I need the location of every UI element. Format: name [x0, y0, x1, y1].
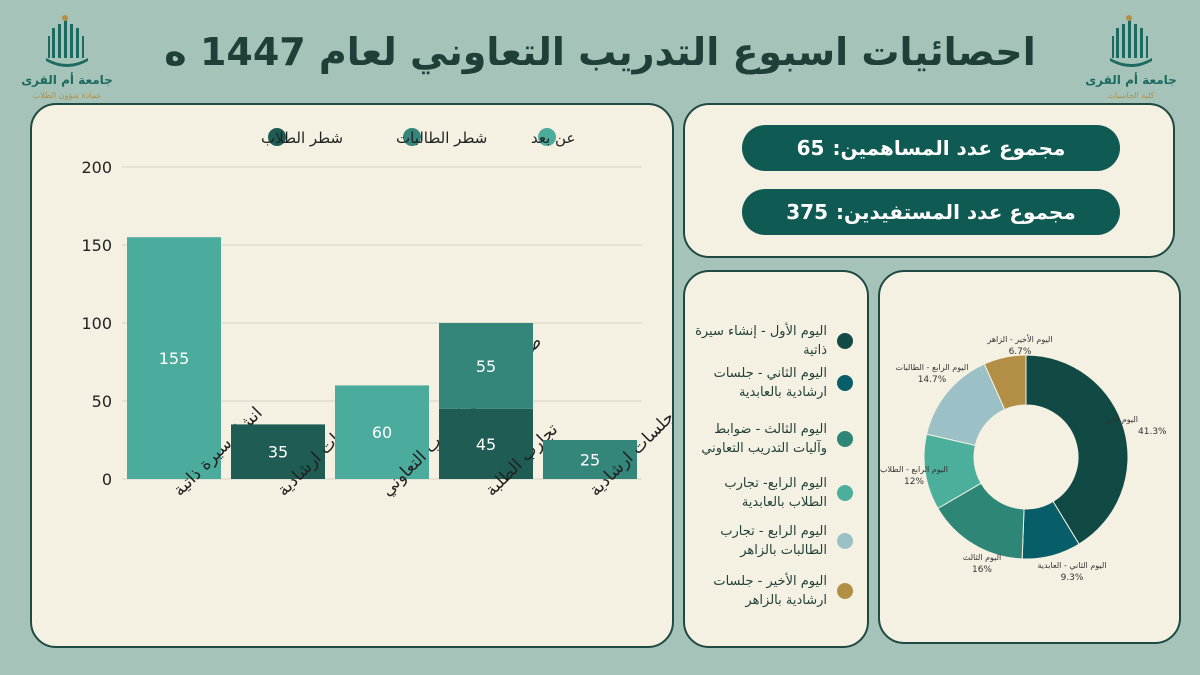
- legend-dot: [837, 375, 853, 391]
- bar-value-label: 55: [476, 357, 496, 376]
- y-tick-label: 50: [92, 392, 112, 411]
- bar: [335, 385, 429, 479]
- donut-slice-percent: 9.3%: [1061, 573, 1084, 583]
- bar-value-label: 60: [372, 423, 392, 442]
- y-tick-label: 100: [81, 314, 112, 333]
- legend-item: اليوم الرابع- تجارب الطلاب بالعابدية: [693, 474, 853, 512]
- donut-chart-panel: اليوم الاول 41.3% اليوم الثاني - العابدية 9…: [878, 270, 1181, 644]
- bar-legend-item: شطر الطالبات: [396, 128, 487, 147]
- bar-value-label: 155: [159, 349, 190, 368]
- bar-legend-swatch: [403, 128, 421, 146]
- bar-legend-label: شطر الطلاب: [261, 129, 343, 147]
- donut-slice-percent: 16%: [972, 565, 992, 575]
- pie-legend-panel: اليوم الأول - إنشاء سيرة ذاتية اليوم الث…: [683, 270, 869, 648]
- bar-chart: عن بعد شطر الطالبات شطر الطلاب 0 50 100 150 200…: [81, 128, 678, 501]
- beneficiaries-value: 375: [786, 200, 829, 224]
- legend-dot: [837, 431, 853, 447]
- legend-label: اليوم الثالث - ضوابط وآليات التدريب التع…: [701, 422, 827, 456]
- y-tick-label: 200: [81, 158, 112, 177]
- beneficiaries-total: مجموع عدد المستفيدين: 375: [742, 189, 1120, 235]
- logo-right-name: جامعة أم القرى: [1085, 72, 1177, 88]
- donut-slice-percent: 14.7%: [918, 375, 947, 385]
- bar-value-label: 35: [268, 443, 288, 462]
- y-tick-label: 150: [81, 236, 112, 255]
- bar: [543, 440, 637, 479]
- legend-dot: [837, 533, 853, 549]
- bar-legend-label: شطر الطالبات: [396, 129, 487, 147]
- university-logo-left: جامعة أم القرى عمادة شؤون الطلاب: [12, 12, 122, 102]
- legend-item: اليوم الثالث - ضوابط وآليات التدريب التع…: [693, 420, 853, 458]
- contributors-total: مجموع عدد المساهمين: 65: [742, 125, 1120, 171]
- donut-slice-percent: 12%: [904, 477, 924, 487]
- legend-item: اليوم الأخير - جلسات ارشادية بالزاهر: [693, 572, 853, 610]
- bar: [439, 408, 533, 479]
- donut-slice-percent: 6.7%: [1009, 347, 1032, 357]
- contributors-value: 65: [796, 136, 825, 160]
- beneficiaries-label: مجموع عدد المستفيدين:: [836, 200, 1076, 224]
- legend-dot: [837, 333, 853, 349]
- bar-legend-label: عن بعد: [531, 129, 575, 147]
- logo-left-sub: عمادة شؤون الطلاب: [33, 91, 102, 100]
- donut-slice: [1025, 354, 1129, 545]
- bar-value-label: 25: [580, 451, 600, 470]
- donut-slice-label: اليوم الثالث: [963, 553, 1002, 562]
- donut-slice-label: اليوم الثاني - العابدية: [1038, 561, 1107, 570]
- donut-slice-label: اليوم الرابع - الطالبات: [896, 363, 969, 372]
- university-logo-right: جامعة أم القرى كلية الحاسبات: [1076, 12, 1186, 102]
- totals-panel: مجموع عدد المساهمين: 65 مجموع عدد المستف…: [683, 103, 1175, 258]
- donut-slice-label: اليوم الاول: [1103, 415, 1138, 424]
- bar-legend-item: شطر الطلاب: [261, 128, 343, 147]
- legend-dot: [837, 485, 853, 501]
- bar: [439, 323, 533, 409]
- legend-item: اليوم الثاني - جلسات ارشادية بالعابدية: [693, 364, 853, 402]
- legend-item: اليوم الرابع - تجارب الطالبات بالزاهر: [693, 522, 853, 560]
- y-tick-label: 0: [102, 470, 112, 489]
- logo-left-name: جامعة أم القرى: [21, 72, 113, 88]
- legend-dot: [837, 583, 853, 599]
- donut-slice-percent: 41.3%: [1138, 427, 1167, 437]
- legend-label: اليوم الرابع- تجارب الطلاب بالعابدية: [724, 476, 827, 510]
- donut-slice: [983, 354, 1027, 411]
- bar-legend-swatch: [268, 128, 286, 146]
- donut-slice-label: اليوم الرابع - الطلاب: [880, 465, 948, 474]
- legend-label: اليوم الأول - إنشاء سيرة ذاتية: [695, 324, 827, 358]
- bar-legend-swatch: [538, 128, 556, 146]
- page-title: احصائيات اسبوع التدريب التعاوني لعام 144…: [164, 30, 1036, 74]
- bar: [127, 237, 221, 479]
- logo-right-sub: كلية الحاسبات: [1107, 91, 1154, 100]
- bar: [231, 424, 325, 479]
- legend-label: اليوم الثاني - جلسات ارشادية بالعابدية: [713, 366, 827, 400]
- bar-value-label: 45: [476, 435, 496, 454]
- bar-chart-panel: عن بعد شطر الطالبات شطر الطلاب 0 50 100 150 200…: [30, 103, 678, 648]
- legend-item: اليوم الأول - إنشاء سيرة ذاتية: [693, 322, 853, 360]
- legend-label: اليوم الأخير - جلسات ارشادية بالزاهر: [713, 574, 827, 608]
- donut-slice-label: اليوم الأخير - الزاهر: [986, 334, 1052, 344]
- bar-legend-item: عن بعد: [531, 128, 575, 147]
- contributors-label: مجموع عدد المساهمين:: [832, 136, 1066, 160]
- legend-label: اليوم الرابع - تجارب الطالبات بالزاهر: [720, 524, 827, 558]
